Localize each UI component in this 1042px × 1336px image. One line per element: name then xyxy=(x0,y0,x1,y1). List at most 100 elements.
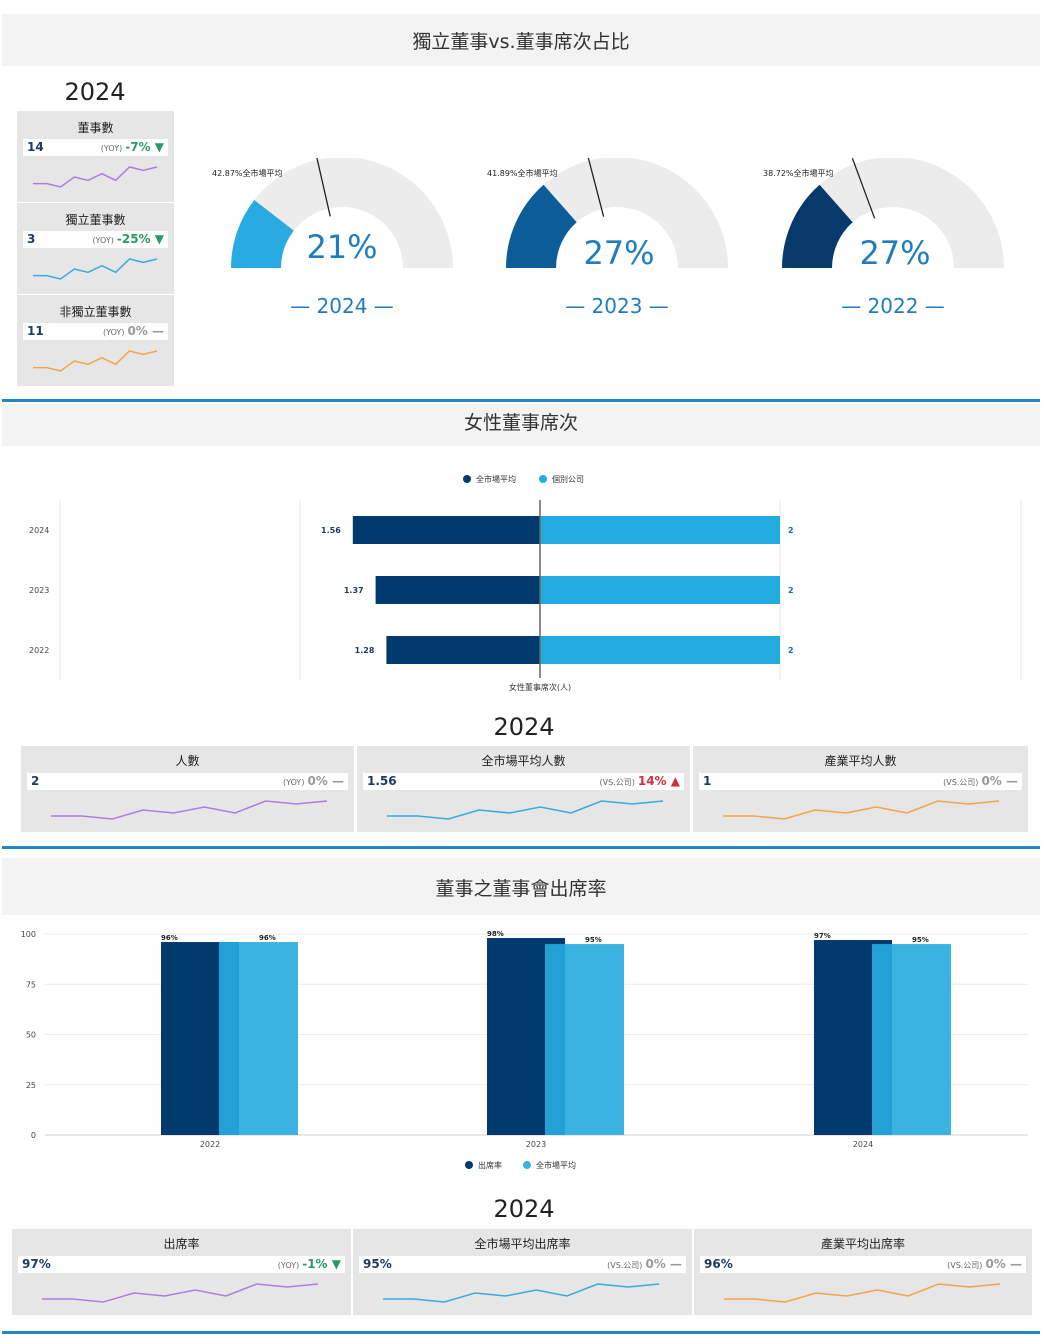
kpi-value: 2 xyxy=(31,774,40,788)
tick-label: 2023 xyxy=(526,1140,546,1149)
kpi-compare-label: (YOY) xyxy=(277,1261,300,1270)
kpi-title: 出席率 xyxy=(163,1237,200,1251)
kpi-compare-label: (YOY) xyxy=(283,778,305,787)
bar-company xyxy=(540,516,780,544)
kpi-yoy-label: (YOY) xyxy=(103,328,125,337)
bar-market-average xyxy=(565,944,624,1135)
kpi-title: 董事數 xyxy=(77,121,114,135)
tick-label: 50 xyxy=(26,1031,36,1040)
kpi-compare-label: (VS.公司) xyxy=(607,1261,643,1270)
trend-up-icon: ▲ xyxy=(670,774,680,788)
trend-flat-icon: — xyxy=(152,324,164,338)
gauge-year-label: — 2022 — xyxy=(841,294,945,318)
kpi-value: 96% xyxy=(704,1257,733,1271)
data-label: 1.28 xyxy=(355,646,375,655)
kpi-value: 95% xyxy=(363,1257,392,1271)
kpi-title: 獨立董事數 xyxy=(65,213,126,227)
section-title: 女性董事席次 xyxy=(463,412,578,434)
kpi-compare-label: (VS.公司) xyxy=(599,778,635,787)
kpi-sparkline xyxy=(33,258,158,280)
kpi-card: 產業平均人數 1 (VS.公司) 0% — xyxy=(693,746,1028,832)
legend-marker xyxy=(539,475,547,483)
section-attendance-header: 董事之董事會出席率 xyxy=(2,858,1040,915)
data-label: 96% xyxy=(161,934,178,942)
kpi-change: 0% xyxy=(985,1257,1006,1271)
kpi-value: 3 xyxy=(27,232,36,246)
kpi-sparkline xyxy=(724,1283,1001,1303)
data-label: 98% xyxy=(487,930,504,938)
kpi-year: 2024 xyxy=(493,713,555,741)
gauge-average-marker xyxy=(587,158,605,217)
sparkline-path xyxy=(723,800,1000,820)
legend-marker xyxy=(523,1161,531,1169)
gauge-chart xyxy=(506,158,728,268)
kpi-compare-label: (VS.公司) xyxy=(947,1261,983,1270)
gauge-value-arc xyxy=(506,184,577,268)
section-title: 董事之董事會出席率 xyxy=(435,878,607,900)
female-director-chart: 全市場平均 個別公司 2024 1.56 2 2023 1.37 2 2022 1.28 2 女性董事… xyxy=(29,474,1022,692)
kpi-yoy-label: (YOY) xyxy=(100,144,123,153)
legend-label: 全市場平均 xyxy=(476,474,516,484)
axis-label: 女性董事席次(人) xyxy=(509,682,571,692)
tick-label: 2023 xyxy=(29,586,49,595)
section-divider xyxy=(2,846,1040,849)
legend-marker xyxy=(465,1161,473,1169)
kpi-card-directors: 董事數 14 (YOY) -7% ▼ xyxy=(17,111,174,203)
kpi-change: 0% xyxy=(307,774,328,788)
section-divider xyxy=(2,1331,1040,1334)
gauge-year-label: — 2023 — xyxy=(565,294,669,318)
legend-marker xyxy=(463,475,471,483)
kpi-change: -7% xyxy=(125,140,151,154)
trend-down-icon: ▼ xyxy=(154,232,164,246)
kpi-title: 非獨立董事數 xyxy=(59,305,132,319)
tick-label: 2022 xyxy=(200,1140,220,1149)
kpi-compare-label: (VS.公司) xyxy=(943,778,979,787)
tick-label: 2022 xyxy=(29,646,49,655)
gauge-chart xyxy=(231,158,453,268)
kpi-sparkline xyxy=(387,800,664,820)
kpi-card: 出席率 97% (YOY) -1% ▼ xyxy=(12,1229,351,1315)
tick-label: 100 xyxy=(21,930,36,939)
tick-label: 2024 xyxy=(853,1140,873,1149)
kpi-value: 1.56 xyxy=(367,774,397,788)
bar-market-average xyxy=(386,636,540,664)
kpi-yoy-label: (YOY) xyxy=(92,236,114,245)
kpi-sparkline xyxy=(723,800,1000,820)
sparkline-path xyxy=(33,258,158,280)
sparkline-path xyxy=(33,350,158,372)
kpi-sparkline xyxy=(383,1283,660,1303)
kpi-value: 97% xyxy=(22,1257,51,1271)
kpi-change: 0% xyxy=(981,774,1002,788)
data-label: 95% xyxy=(585,936,602,944)
sparkline-path xyxy=(383,1283,660,1303)
gauge-average-label: 41.89%全市場平均 xyxy=(487,169,558,178)
kpi-card: 全市場平均人數 1.56 (VS.公司) 14% ▲ xyxy=(357,746,690,832)
sparkline-path xyxy=(387,800,664,820)
tick-label: 25 xyxy=(26,1081,36,1090)
data-label: 96% xyxy=(259,934,276,942)
tick-label: 0 xyxy=(31,1131,36,1140)
kpi-title: 全市場平均人數 xyxy=(481,754,566,768)
kpi-sparkline xyxy=(33,166,158,188)
sparkline-path xyxy=(51,800,328,820)
data-label: 2 xyxy=(788,646,794,655)
bar-company xyxy=(540,636,780,664)
kpi-value: 14 xyxy=(27,140,44,154)
kpi-change: -25% xyxy=(116,232,151,246)
gauge-value: 27% xyxy=(859,234,931,272)
trend-down-icon: ▼ xyxy=(154,140,164,154)
data-label: 97% xyxy=(814,932,831,940)
kpi-title: 產業平均人數 xyxy=(824,754,897,768)
kpi-change: 14% xyxy=(637,774,667,788)
section-divider xyxy=(2,399,1040,402)
bar-overlap xyxy=(872,944,892,1135)
legend-label: 個別公司 xyxy=(552,474,584,484)
kpi-sparkline xyxy=(51,800,328,820)
kpi-value: 11 xyxy=(27,324,44,338)
bar-market-average xyxy=(892,944,951,1135)
kpi-change: 0% xyxy=(127,324,148,338)
kpi-change: -1% xyxy=(302,1257,328,1271)
sparkline-path xyxy=(724,1283,1001,1303)
gauge-value-arc xyxy=(231,199,294,268)
data-label: 2 xyxy=(788,526,794,535)
